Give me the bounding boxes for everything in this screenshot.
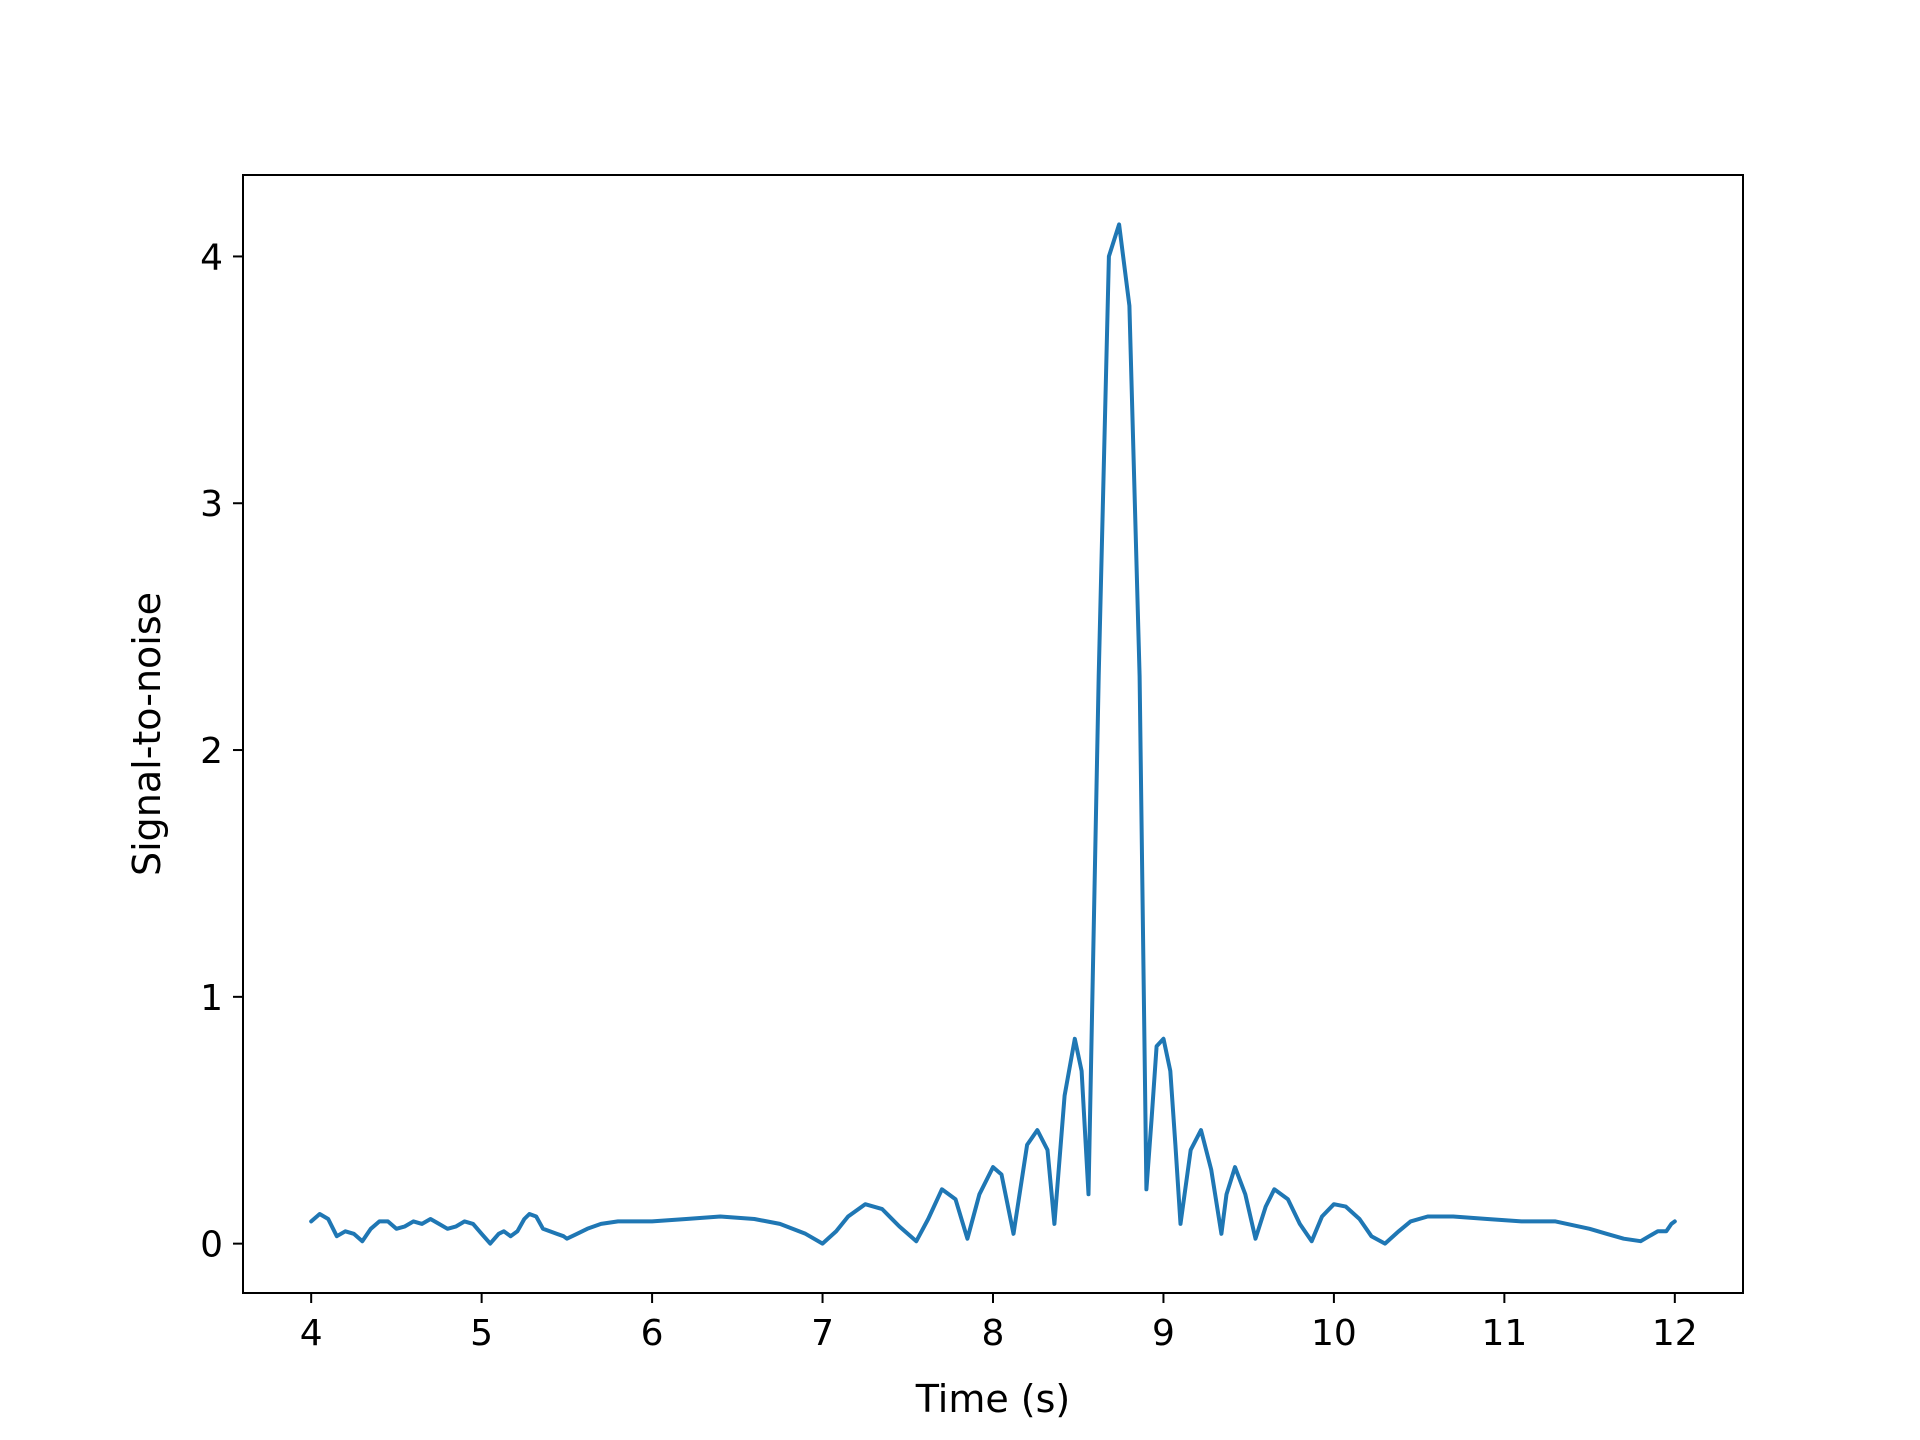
y-axis-label: Signal-to-noise bbox=[125, 592, 169, 876]
x-tick-label: 4 bbox=[300, 1313, 323, 1354]
y-tick-label: 2 bbox=[200, 731, 223, 772]
x-tick-label: 5 bbox=[470, 1313, 493, 1354]
x-tick-label: 8 bbox=[982, 1313, 1005, 1354]
x-tick-label: 11 bbox=[1481, 1313, 1527, 1354]
series-line-0 bbox=[309, 222, 1677, 1246]
y-tick-label: 4 bbox=[200, 237, 223, 278]
x-tick-label: 10 bbox=[1311, 1313, 1357, 1354]
x-tick-label: 6 bbox=[641, 1313, 664, 1354]
x-axis-label: Time (s) bbox=[915, 1377, 1071, 1421]
plot-area bbox=[309, 222, 1677, 1246]
x-tick-label: 12 bbox=[1652, 1313, 1698, 1354]
x-tick-label: 7 bbox=[811, 1313, 834, 1354]
y-tick-label: 0 bbox=[200, 1225, 223, 1266]
axes-frame bbox=[242, 174, 1744, 1294]
x-tick-label: 9 bbox=[1152, 1313, 1175, 1354]
y-tick-label: 1 bbox=[200, 978, 223, 1019]
y-tick-label: 3 bbox=[200, 484, 223, 525]
